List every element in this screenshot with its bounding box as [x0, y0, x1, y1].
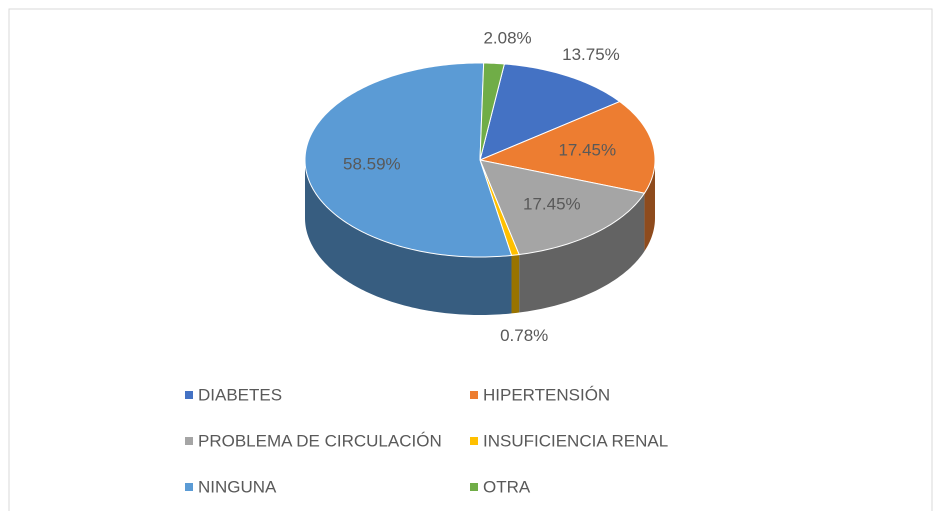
data-label: 58.59% [343, 154, 401, 173]
legend-label: INSUFICIENCIA RENAL [483, 431, 668, 450]
slice [479, 159, 646, 256]
data-label: 0.78% [500, 326, 548, 345]
legend-swatch [185, 437, 193, 445]
slice [304, 62, 513, 258]
legend-label: HIPERTENSIÓN [483, 385, 610, 404]
legend-swatch [185, 391, 193, 399]
slice [478, 100, 656, 194]
data-label: 2.08% [483, 29, 531, 48]
slice-side [644, 160, 655, 252]
data-label: 17.45% [558, 141, 616, 160]
data-label: 17.45% [523, 195, 581, 214]
legend-label: DIABETES [198, 385, 282, 404]
legend-label: PROBLEMA DE CIRCULACIÓN [198, 431, 442, 450]
legend-swatch [470, 391, 478, 399]
chart-border [8, 8, 933, 511]
slice [479, 62, 505, 161]
data-label: 13.75% [562, 45, 620, 64]
slice-side [305, 160, 512, 315]
legend-label: OTRA [483, 477, 531, 496]
legend-swatch [185, 483, 193, 491]
legend-label: NINGUNA [198, 477, 277, 496]
slice-side [511, 254, 520, 314]
legend-swatch [470, 483, 478, 491]
slice [479, 63, 621, 161]
legend-swatch [470, 437, 478, 445]
